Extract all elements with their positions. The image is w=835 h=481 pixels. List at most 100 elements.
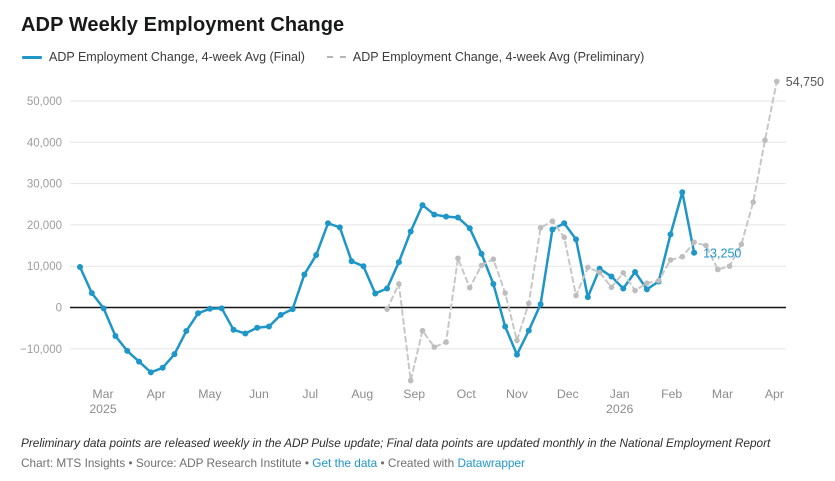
final-series-point <box>466 225 473 232</box>
y-axis-label: −10,000 <box>20 344 62 356</box>
final-series-point <box>395 259 402 266</box>
preliminary-series-point <box>396 281 402 287</box>
x-axis-month-label: Oct <box>457 387 477 401</box>
final-series-point <box>454 214 461 221</box>
preliminary-series-point <box>773 78 780 85</box>
preliminary-series-point <box>585 264 591 271</box>
preliminary-series-point <box>466 284 473 291</box>
preliminary-series-point <box>431 344 438 350</box>
preliminary-series-point <box>703 242 709 249</box>
final-series-point <box>77 264 83 271</box>
preliminary-series-point <box>655 277 662 284</box>
footer-link-3[interactable]: Datawrapper <box>457 456 525 470</box>
final-series-line <box>78 191 696 374</box>
x-axis-month-label: Sep <box>403 387 425 401</box>
final-series-point <box>608 273 615 280</box>
preliminary-series-point <box>632 287 638 294</box>
final-series-point <box>265 323 272 330</box>
value-annotation-final: 13,250 <box>703 246 741 260</box>
final-series-point <box>443 213 450 220</box>
preliminary-series-line <box>386 80 778 382</box>
x-axis-month-label: Apr <box>147 387 166 401</box>
y-axis-label: 0 <box>56 303 62 315</box>
preliminary-series-point <box>620 270 627 276</box>
preliminary-series-point <box>514 337 520 344</box>
final-series-point <box>183 328 190 335</box>
final-series-point <box>620 285 627 292</box>
preliminary-series-point <box>525 300 532 307</box>
preliminary-series-point <box>490 256 497 262</box>
x-axis-month-label: May <box>198 387 222 401</box>
y-axis-label: 30,000 <box>27 179 62 191</box>
legend-item-preliminary: ADP Employment Change, 4-week Avg (Preli… <box>326 50 645 64</box>
final-series-point <box>573 236 580 243</box>
final-series-point <box>549 226 556 233</box>
page-title: ADP Weekly Employment Change <box>21 14 345 36</box>
final-series-point <box>348 258 355 265</box>
y-axis-label: 20,000 <box>27 220 62 232</box>
final-series-point <box>407 228 414 235</box>
final-series-point <box>100 305 107 312</box>
preliminary-series-point <box>608 284 615 291</box>
preliminary-series-point <box>537 224 544 231</box>
final-line-swatch-icon <box>22 55 42 59</box>
footer-text-2: • Created with <box>377 456 458 470</box>
x-axis-month-label: Mar <box>92 387 113 401</box>
final-series-point <box>336 224 343 231</box>
final-series-point <box>419 202 426 209</box>
preliminary-series-point <box>726 263 733 270</box>
x-axis-month-label: Mar <box>712 387 733 401</box>
final-series-point <box>254 324 261 331</box>
footer-link-1[interactable]: Get the data <box>312 456 378 470</box>
preliminary-series-point <box>714 266 721 273</box>
legend-item-final: ADP Employment Change, 4-week Avg (Final… <box>22 50 305 64</box>
x-axis-year-label: 2025 <box>89 402 117 416</box>
final-series-point <box>513 351 520 358</box>
x-axis-month-label: Apr <box>765 387 784 401</box>
final-series-point <box>561 220 568 227</box>
x-axis-month-label: Jan <box>610 387 630 401</box>
final-series-point <box>206 305 213 312</box>
final-series-point <box>537 301 544 308</box>
footer-note: Preliminary data points are released wee… <box>21 436 771 450</box>
preliminary-series-point <box>596 269 603 276</box>
preliminary-series-point <box>561 234 568 241</box>
final-series-point <box>242 330 249 337</box>
preliminary-series-point <box>407 377 414 384</box>
final-series-point <box>112 332 119 339</box>
preliminary-series-point <box>478 262 485 269</box>
x-axis-year-label: 2026 <box>606 402 634 416</box>
preliminary-series-point <box>644 280 650 286</box>
final-series-point <box>230 326 237 333</box>
final-series-point <box>325 220 332 227</box>
preliminary-line-swatch-icon <box>326 56 346 58</box>
final-series-point <box>679 189 686 196</box>
final-series-point <box>667 231 674 238</box>
x-axis-month-label: Nov <box>506 387 529 401</box>
value-annotation-preliminary: 54,750 <box>786 75 824 89</box>
final-series-point <box>289 306 296 313</box>
preliminary-series-point <box>443 339 449 345</box>
final-series-point <box>301 271 308 278</box>
x-axis-month-label: Jul <box>302 387 318 401</box>
preliminary-series-point <box>384 306 390 312</box>
x-axis-month-label: Feb <box>661 387 682 401</box>
final-series-point <box>313 252 320 259</box>
final-series-point <box>360 263 367 270</box>
x-axis-month-label: Aug <box>351 387 373 401</box>
x-axis-month-label: Jun <box>249 387 269 401</box>
final-series-point <box>136 358 143 365</box>
final-series-point <box>171 351 178 358</box>
final-series-point <box>372 290 379 297</box>
final-series-point <box>525 327 532 334</box>
final-series-point <box>218 305 225 312</box>
preliminary-series-point <box>679 253 686 260</box>
chart-canvas: 50,000 40,000 30,000 20,000 10,000 0 −10,000 Ma… <box>20 75 824 416</box>
legend-label-preliminary: ADP Employment Change, 4-week Avg (Preli… <box>352 50 645 64</box>
final-series-point <box>88 290 95 297</box>
final-series-point <box>502 323 509 330</box>
final-series-point <box>478 250 485 257</box>
final-series-point <box>691 249 698 256</box>
preliminary-series-point <box>549 218 556 224</box>
preliminary-series-point <box>455 255 461 262</box>
